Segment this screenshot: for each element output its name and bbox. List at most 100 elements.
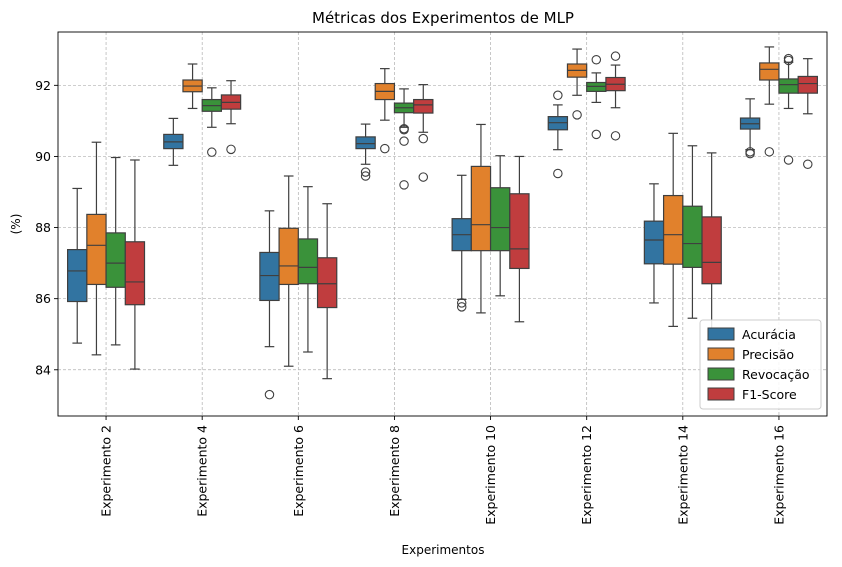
legend-swatch	[707, 367, 735, 381]
legend-swatch	[707, 347, 735, 361]
box-precisão	[470, 123, 492, 314]
x-tick-label: Experimento 2	[99, 425, 114, 517]
box-iqr	[413, 98, 434, 114]
outlier-point	[399, 136, 409, 146]
x-tick-label: Experimento 8	[387, 425, 402, 517]
outlier-point	[745, 148, 755, 159]
outlier-point	[591, 129, 602, 140]
box-precisão	[182, 63, 203, 110]
box-iqr	[355, 136, 376, 150]
box-iqr	[797, 75, 818, 94]
box-iqr	[297, 238, 319, 285]
y-tick-label: 86	[35, 291, 51, 306]
box-iqr	[509, 193, 530, 270]
box-iqr	[701, 216, 722, 285]
box-f1-score	[509, 155, 530, 323]
box-iqr	[105, 232, 126, 288]
box-iqr	[86, 213, 107, 286]
outlier-point	[572, 110, 582, 120]
box-acurácia	[67, 187, 88, 344]
outlier-point	[399, 125, 409, 135]
box-precisão	[759, 46, 780, 157]
box-revocação	[682, 145, 703, 319]
y-tick-label: 92	[35, 78, 51, 93]
box-iqr	[682, 205, 703, 268]
y-tick-label: 88	[35, 220, 51, 235]
chart-title: Métricas dos Experimentos de MLP	[312, 9, 574, 27]
outlier-point	[360, 167, 371, 177]
outlier-point	[553, 168, 563, 179]
x-tick-label: Experimento 16	[771, 425, 786, 525]
box-iqr	[259, 251, 280, 302]
legend-frame	[699, 319, 822, 410]
outlier-point	[456, 298, 467, 308]
box-iqr	[643, 220, 665, 265]
outlier-point	[264, 389, 275, 400]
box-iqr	[67, 249, 88, 303]
y-tick-label: 90	[35, 149, 51, 164]
box-f1-score	[701, 152, 722, 341]
x-tick-label: Experimento 4	[195, 425, 210, 517]
box-precisão	[662, 132, 684, 327]
box-iqr	[316, 257, 338, 309]
outlier-point	[610, 51, 621, 61]
x-tick-label: Experimento 12	[579, 425, 594, 525]
y-tick-label: 84	[35, 362, 51, 377]
box-revocação	[489, 155, 511, 297]
outlier-point	[418, 172, 429, 182]
box-iqr	[489, 187, 511, 252]
box-precisão	[566, 48, 588, 120]
box-acurácia	[643, 183, 665, 304]
box-precisão	[86, 141, 107, 356]
plot-area	[67, 46, 818, 400]
legend-label: Precisão	[742, 347, 794, 362]
box-acurácia	[163, 117, 184, 166]
box-revocação	[297, 186, 319, 353]
legend-label: Acurácia	[742, 327, 796, 342]
plot-frame	[57, 31, 828, 417]
box-iqr	[662, 194, 684, 265]
x-tick-label: Experimento 6	[291, 425, 306, 517]
outlier-point	[591, 54, 602, 65]
box-revocação	[201, 87, 223, 157]
box-f1-score	[124, 159, 146, 370]
box-acurácia	[451, 174, 472, 312]
box-revocação	[778, 53, 799, 165]
box-iqr	[278, 227, 299, 286]
outlier-point	[783, 55, 794, 66]
box-revocação	[393, 88, 415, 190]
outlier-point	[803, 159, 813, 170]
x-axis: Experimento 2 Experimento 4 Experimento 6 E…	[99, 416, 786, 525]
box-f1-score	[316, 203, 338, 380]
legend-label: Revocação	[742, 367, 810, 382]
box-iqr	[778, 78, 799, 94]
outlier-point	[226, 144, 236, 155]
outlier-point	[418, 133, 429, 144]
outlier-point	[456, 302, 467, 312]
box-acurácia	[259, 210, 280, 400]
outlier-point	[553, 90, 563, 101]
box-f1-score	[605, 51, 626, 141]
outlier-point	[610, 131, 621, 141]
y-axis-label: (%)	[9, 214, 23, 235]
outlier-point	[207, 147, 217, 157]
box-iqr	[759, 62, 780, 81]
legend-swatch	[707, 387, 735, 401]
box-f1-score	[797, 58, 818, 170]
outlier-point	[783, 155, 794, 165]
outlier-point	[399, 180, 409, 190]
legend-swatch	[707, 327, 735, 341]
box-iqr	[124, 241, 146, 306]
box-precisão	[374, 68, 396, 154]
legend-label: F1-Score	[742, 387, 797, 402]
box-f1-score	[220, 80, 242, 155]
box-f1-score	[413, 84, 434, 182]
x-tick-label: Experimento 10	[483, 425, 498, 525]
x-tick-label: Experimento 14	[675, 425, 690, 525]
outlier-point	[764, 147, 775, 157]
box-iqr	[470, 165, 492, 252]
x-axis-label: Experimentos	[402, 543, 485, 557]
box-acurácia	[547, 90, 569, 179]
box-precisão	[278, 175, 299, 367]
